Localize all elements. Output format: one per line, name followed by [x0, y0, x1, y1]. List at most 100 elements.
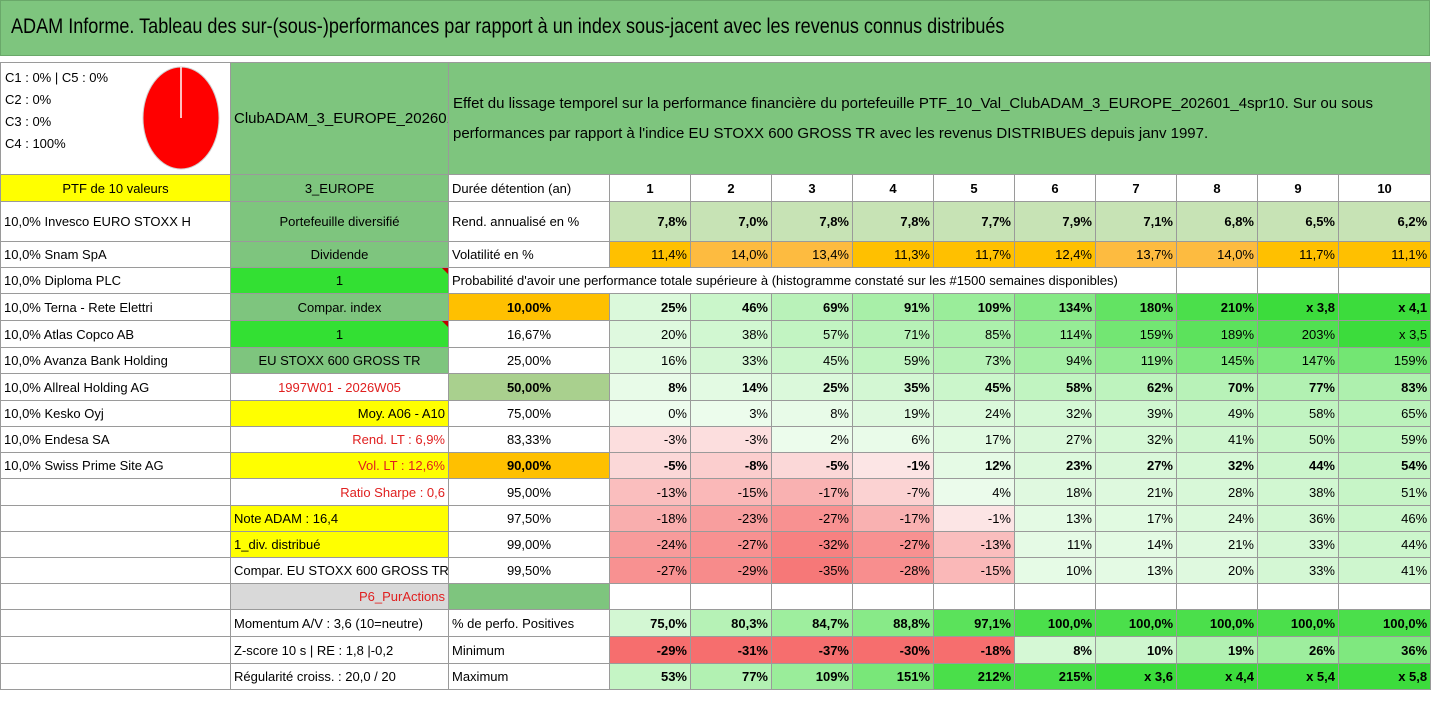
- rend-y8: 6,8%: [1176, 201, 1258, 242]
- empty-left-2: [0, 505, 231, 532]
- vol-y1: 11,4%: [609, 241, 691, 268]
- quantile-4-y10: 83%: [1337, 373, 1432, 401]
- quantile-3-prob: 25,00%: [448, 347, 610, 374]
- fund-name: ClubADAM_3_EUROPE_202601_4spr10: [230, 62, 449, 175]
- sharpe: Ratio Sharpe : 0,6: [230, 478, 449, 506]
- quantile-11-y1: -27%: [609, 557, 691, 584]
- div-distribue: 1_div. distribué: [230, 531, 449, 558]
- p6-blank-7: [1095, 583, 1177, 610]
- quantile-2-y2: 38%: [690, 320, 772, 348]
- quantile-1-y8: 210%: [1176, 293, 1258, 321]
- max-y1: 53%: [609, 663, 691, 690]
- quantile-9-y2: -23%: [690, 505, 772, 532]
- max-y7: x 3,6: [1095, 663, 1177, 690]
- prob-header-pad-1: [1176, 267, 1258, 294]
- quantile-8-y1: -13%: [609, 478, 691, 506]
- quantile-1-y1: 25%: [609, 293, 691, 321]
- quantile-2-y4: 71%: [852, 320, 934, 348]
- vol-lt: Vol. LT : 12,6%: [230, 452, 449, 479]
- holding-8: 10,0% Kesko Oyj: [0, 400, 231, 427]
- quantile-10-y10: 44%: [1337, 531, 1432, 558]
- quantile-8-y2: -15%: [690, 478, 772, 506]
- quantile-5-y1: 0%: [609, 400, 691, 427]
- quantile-6-prob: 83,33%: [448, 426, 610, 453]
- quantile-2-y8: 189%: [1176, 320, 1258, 348]
- years-y4: 4: [852, 174, 934, 202]
- min-y9: 26%: [1257, 636, 1339, 664]
- quantile-3-y2: 33%: [690, 347, 772, 374]
- holding-4: 10,0% Terna - Rete Elettri: [0, 293, 231, 321]
- quantile-2-y7: 159%: [1095, 320, 1177, 348]
- max-y9: x 5,4: [1257, 663, 1339, 690]
- quantile-1-y3: 69%: [771, 293, 853, 321]
- p6-blank-8: [1176, 583, 1258, 610]
- p6-blank-3: [771, 583, 853, 610]
- quantile-10-y4: -27%: [852, 531, 934, 558]
- p6-blank-6: [1014, 583, 1096, 610]
- vol-y7: 13,7%: [1095, 241, 1177, 268]
- holding-5: 10,0% Atlas Copco AB: [0, 320, 231, 348]
- empty-left-5: [0, 583, 231, 610]
- quantile-8-prob: 95,00%: [448, 478, 610, 506]
- quantile-6-y10: 59%: [1337, 426, 1432, 453]
- max-y4: 151%: [852, 663, 934, 690]
- report-title: ADAM Informe. Tableau des sur-(sous-)per…: [11, 15, 1005, 38]
- min-y2: -31%: [690, 636, 772, 664]
- min-y5: -18%: [933, 636, 1015, 664]
- duration-label: Durée détention (an): [448, 174, 610, 202]
- ptf-label: PTF de 10 valeurs: [0, 174, 231, 202]
- quantile-3-y9: 147%: [1257, 347, 1339, 374]
- region: 3_EUROPE: [230, 174, 449, 202]
- quantile-7-y10: 54%: [1337, 452, 1432, 479]
- quantile-7-y1: -5%: [609, 452, 691, 479]
- quantile-6-y8: 41%: [1176, 426, 1258, 453]
- quantile-4-y5: 45%: [933, 373, 1015, 401]
- quantile-9-y3: -27%: [771, 505, 853, 532]
- years-y9: 9: [1257, 174, 1339, 202]
- years-y5: 5: [933, 174, 1015, 202]
- quantile-6-y1: -3%: [609, 426, 691, 453]
- quantile-5-y3: 8%: [771, 400, 853, 427]
- compar-index-label: Compar. index: [230, 293, 449, 321]
- rend-y1: 7,8%: [609, 201, 691, 242]
- quantile-7-y8: 32%: [1176, 452, 1258, 479]
- rend-y10: 6,2%: [1337, 201, 1432, 242]
- rend-y4: 7,8%: [852, 201, 934, 242]
- quantile-11-y9: 33%: [1257, 557, 1339, 584]
- pos-y4: 88,8%: [852, 609, 934, 637]
- quantile-3-y3: 45%: [771, 347, 853, 374]
- years-y6: 6: [1014, 174, 1096, 202]
- empty-left-6: [0, 609, 231, 637]
- quantile-2-prob: 16,67%: [448, 320, 610, 348]
- alloc-line-2: C2 : 0%: [5, 92, 52, 107]
- quantile-5-y5: 24%: [933, 400, 1015, 427]
- max-y3: 109%: [771, 663, 853, 690]
- momentum: Momentum A/V : 3,6 (10=neutre): [230, 609, 449, 637]
- pos-y1: 75,0%: [609, 609, 691, 637]
- max-y10: x 5,8: [1337, 663, 1432, 690]
- quantile-8-y9: 38%: [1257, 478, 1339, 506]
- quantile-7-y4: -1%: [852, 452, 934, 479]
- pos-y2: 80,3%: [690, 609, 772, 637]
- quantile-7-y2: -8%: [690, 452, 772, 479]
- description: Effet du lissage temporel sur la perform…: [447, 62, 1432, 175]
- holding-6: 10,0% Avanza Bank Holding: [0, 347, 231, 374]
- quantile-11-prob: 99,50%: [448, 557, 610, 584]
- quantile-4-y4: 35%: [852, 373, 934, 401]
- quantile-10-y7: 14%: [1095, 531, 1177, 558]
- quantile-5-y9: 58%: [1257, 400, 1339, 427]
- quantile-2-y10: x 3,5: [1337, 320, 1432, 348]
- p6-blank-5: [933, 583, 1015, 610]
- performance-table: C1 : 0% | C5 : 0% C2 : 0% C3 : 0% C4 : 1…: [0, 62, 1432, 690]
- p6-blank-1: [609, 583, 691, 610]
- min-y4: -30%: [852, 636, 934, 664]
- vol-y8: 14,0%: [1176, 241, 1258, 268]
- pos-y6: 100,0%: [1014, 609, 1096, 637]
- quantile-7-y7: 27%: [1095, 452, 1177, 479]
- empty-left-4: [0, 557, 231, 584]
- quantile-3-y4: 59%: [852, 347, 934, 374]
- rend-y7: 7,1%: [1095, 201, 1177, 242]
- rend-lt: Rend. LT : 6,9%: [230, 426, 449, 453]
- allocation-pie-chart: [142, 66, 220, 170]
- quantile-7-y3: -5%: [771, 452, 853, 479]
